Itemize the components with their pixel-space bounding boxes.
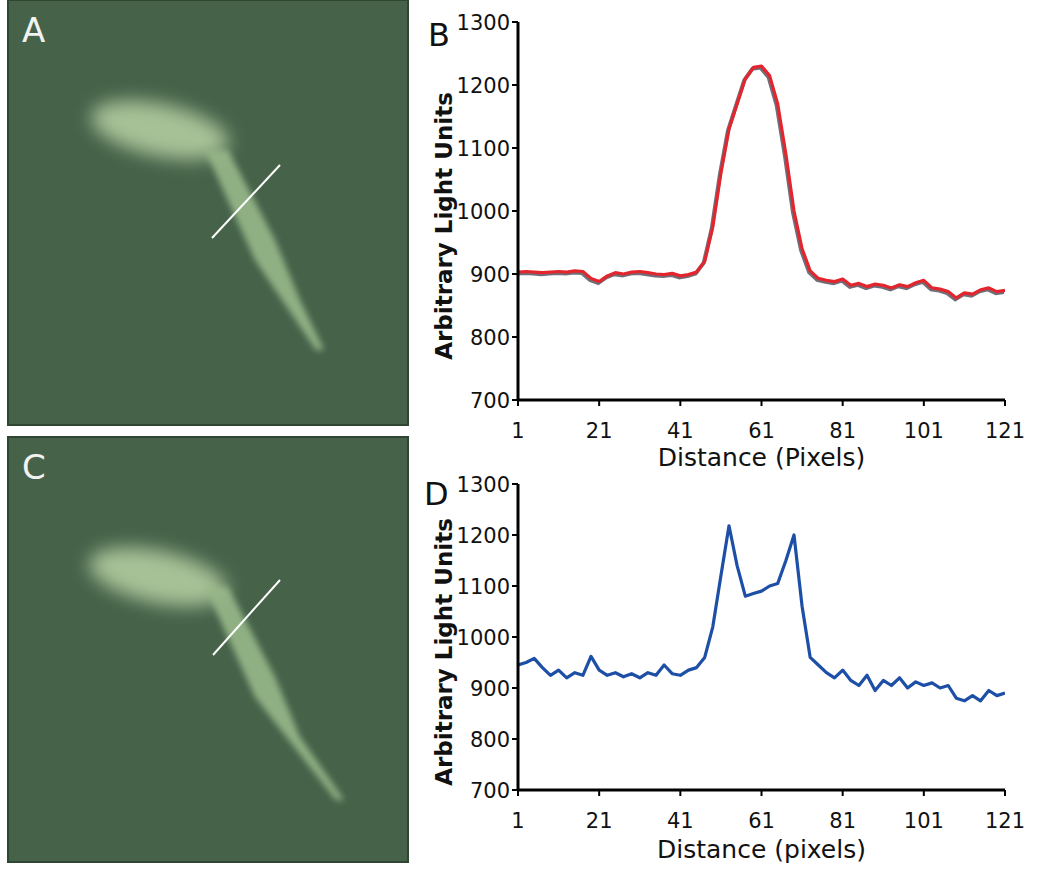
x-tick-label: 61 xyxy=(748,419,775,443)
x-tick-label: 1 xyxy=(511,809,524,833)
x-tick-label: 21 xyxy=(586,419,613,443)
y-tick-label: 900 xyxy=(470,677,510,701)
y-axis-title: Arbitrary Light Units xyxy=(431,92,457,360)
plot-area xyxy=(518,526,1005,701)
x-axis-title: Distance (pixels) xyxy=(657,835,866,864)
y-axis-title: Arbitrary Light Units xyxy=(431,518,457,786)
x-tick-label: 121 xyxy=(985,419,1025,443)
x-axis xyxy=(518,789,1005,792)
y-tick-label: 1300 xyxy=(457,473,510,497)
profile-line xyxy=(212,165,280,238)
y-tick-label: 1200 xyxy=(457,74,510,98)
x-tick-label: 41 xyxy=(667,419,694,443)
y-tick-label: 1200 xyxy=(457,524,510,548)
y-tick-label: 900 xyxy=(470,263,510,287)
panel-label: D xyxy=(424,475,449,513)
micrograph-border xyxy=(8,0,408,425)
micrograph: C xyxy=(8,437,408,862)
cell-body xyxy=(84,537,232,617)
y-tick-label: 1100 xyxy=(457,137,510,161)
panel-label: A xyxy=(22,10,45,50)
plot-area xyxy=(518,66,1005,299)
chart: 7008009001000110012001300121416181101121… xyxy=(428,11,1025,472)
y-tick-label: 1000 xyxy=(457,626,510,650)
x-tick-label: 21 xyxy=(586,809,613,833)
y-tick-label: 800 xyxy=(470,728,510,752)
x-tick-label: 61 xyxy=(748,809,775,833)
x-axis-title: Distance (Pixels) xyxy=(658,443,866,472)
micrograph-border xyxy=(8,437,408,862)
panel-label: B xyxy=(428,16,450,54)
micrograph-background xyxy=(8,0,408,425)
line-shadow xyxy=(518,68,1004,300)
micrograph: A xyxy=(8,0,408,425)
y-tick-label: 1300 xyxy=(457,11,510,35)
x-tick-label: 81 xyxy=(829,419,856,443)
profile-line-series xyxy=(518,66,1005,298)
profile-line xyxy=(213,580,280,655)
x-tick-label: 41 xyxy=(667,809,694,833)
y-axis xyxy=(517,484,520,790)
x-tick-label: 101 xyxy=(904,809,944,833)
y-tick-label: 1000 xyxy=(457,200,510,224)
y-axis xyxy=(517,22,520,400)
y-tick-label: 1100 xyxy=(457,575,510,599)
micrograph-background xyxy=(8,437,408,862)
x-tick-label: 1 xyxy=(511,419,524,443)
y-tick-label: 700 xyxy=(470,389,510,413)
x-axis xyxy=(518,399,1005,402)
profile-line-series xyxy=(518,526,1005,701)
x-tick-label: 101 xyxy=(904,419,944,443)
figure: AC70080090010001100120013001214161811011… xyxy=(0,0,1053,873)
y-tick-label: 700 xyxy=(470,779,510,803)
panel-label: C xyxy=(22,447,46,487)
x-tick-label: 81 xyxy=(829,809,856,833)
chart: 7008009001000110012001300121416181101121… xyxy=(424,473,1025,864)
x-tick-label: 121 xyxy=(985,809,1025,833)
y-tick-label: 800 xyxy=(470,326,510,350)
neurite xyxy=(205,587,344,800)
neurite xyxy=(205,150,324,350)
